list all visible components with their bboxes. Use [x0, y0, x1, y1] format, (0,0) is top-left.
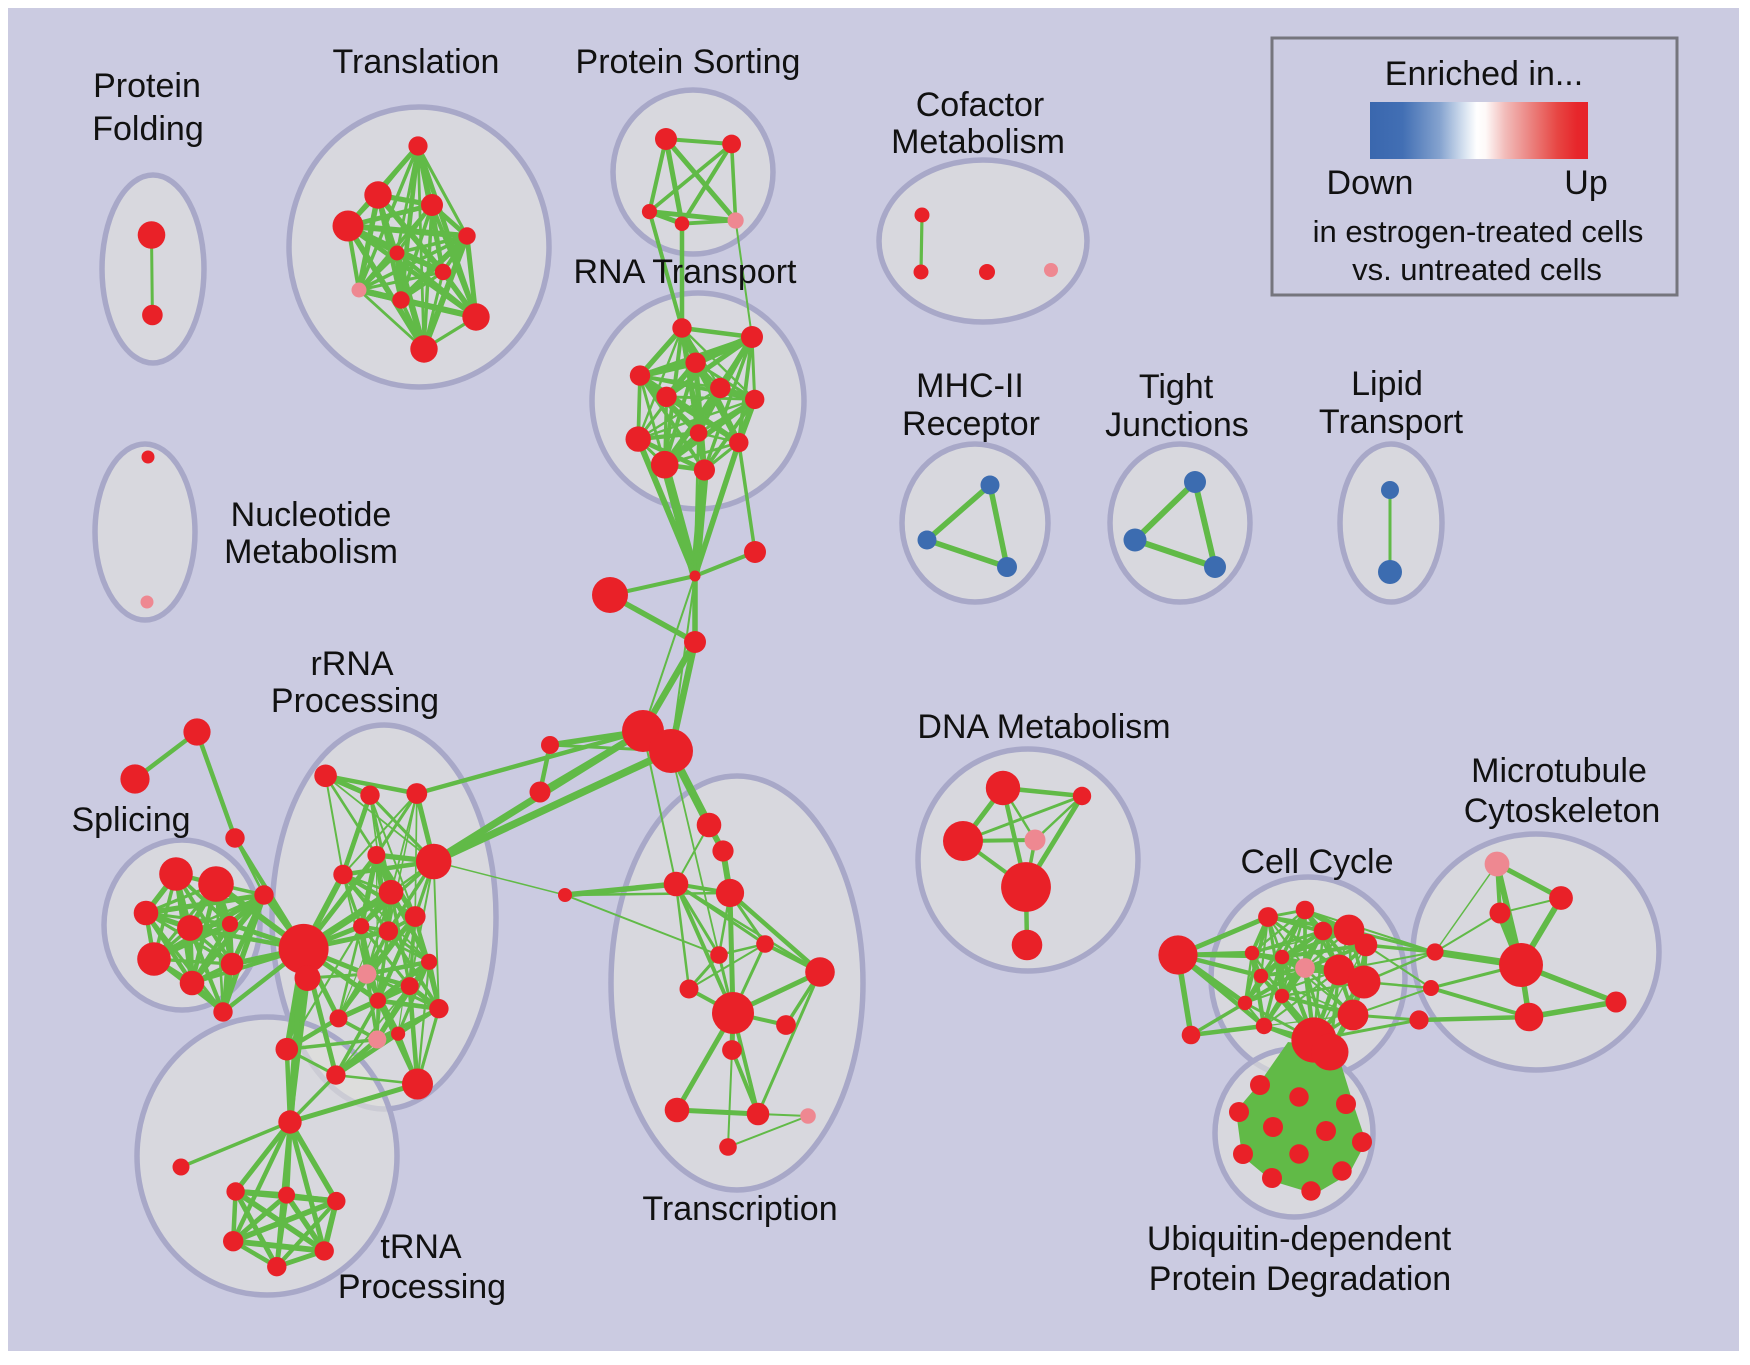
svg-text:Transcription: Transcription [642, 1190, 837, 1228]
svg-text:Cell Cycle: Cell Cycle [1240, 843, 1393, 881]
svg-text:Translation: Translation [333, 43, 500, 81]
svg-text:Tight: Tight [1139, 368, 1214, 406]
svg-text:Metabolism: Metabolism [224, 533, 398, 571]
svg-text:Nucleotide: Nucleotide [231, 496, 392, 534]
svg-text:RNA Transport: RNA Transport [574, 253, 798, 291]
svg-text:tRNA: tRNA [380, 1228, 462, 1266]
svg-text:Transport: Transport [1319, 403, 1464, 441]
svg-text:Lipid: Lipid [1351, 365, 1423, 403]
svg-text:DNA Metabolism: DNA Metabolism [917, 708, 1170, 746]
svg-text:Receptor: Receptor [902, 405, 1040, 443]
svg-text:Folding: Folding [92, 110, 204, 148]
svg-text:Microtubule: Microtubule [1471, 752, 1647, 790]
svg-text:Down: Down [1327, 164, 1414, 202]
svg-text:Enriched in...: Enriched in... [1385, 55, 1583, 93]
svg-text:in estrogen-treated cells: in estrogen-treated cells [1313, 214, 1644, 249]
svg-text:vs. untreated cells: vs. untreated cells [1352, 252, 1602, 287]
svg-text:Ubiquitin-dependent: Ubiquitin-dependent [1147, 1220, 1452, 1258]
svg-text:Up: Up [1564, 164, 1607, 202]
svg-text:Splicing: Splicing [71, 801, 190, 839]
svg-text:Cofactor: Cofactor [916, 86, 1045, 124]
svg-text:Cytoskeleton: Cytoskeleton [1464, 792, 1661, 830]
svg-text:Junctions: Junctions [1105, 406, 1249, 444]
svg-text:rRNA: rRNA [310, 645, 393, 683]
svg-text:Processing: Processing [271, 682, 439, 720]
svg-text:Protein: Protein [93, 67, 201, 105]
svg-text:Processing: Processing [338, 1268, 506, 1306]
svg-text:Metabolism: Metabolism [891, 123, 1065, 161]
svg-text:Protein Degradation: Protein Degradation [1149, 1260, 1451, 1298]
svg-text:Protein Sorting: Protein Sorting [576, 43, 801, 81]
svg-text:MHC-II: MHC-II [916, 367, 1024, 405]
